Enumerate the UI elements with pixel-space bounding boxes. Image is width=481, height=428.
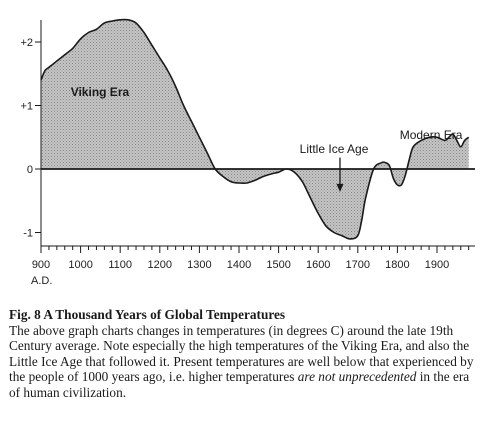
y-tick-label: -1 <box>23 228 33 240</box>
caption-title: Fig. 8 A Thousand Years of Global Temper… <box>9 307 286 322</box>
arrow-head <box>336 183 344 192</box>
little-ice-age-arrow <box>336 157 344 192</box>
modern-era-label: Modern Era <box>400 128 463 142</box>
caption-text-before: The above graph charts changes in temper… <box>9 322 474 385</box>
x-tick-label: 1100 <box>108 259 132 271</box>
caption-emphasis: are not unprecedented <box>297 369 417 385</box>
y-tick-label: +2 <box>20 37 33 49</box>
chart-svg: +2 +1 0 -1 900 1000 1100 1200 1300 1400 1500 1600 1… <box>20 18 475 287</box>
temperature-chart: +2 +1 0 -1 900 1000 1100 1200 1300 1400 1500 1600 1… <box>20 18 475 287</box>
temperature-area <box>41 19 469 239</box>
x-axis-unit-label: A.D. <box>31 275 52 287</box>
x-tick-label: 1300 <box>187 259 211 271</box>
y-axis-ticks: +2 +1 0 -1 <box>20 37 41 240</box>
x-tick-label: 1000 <box>68 259 92 271</box>
temperature-curve <box>40 18 470 240</box>
x-tick-label: 900 <box>32 259 50 271</box>
little-ice-age-label: Little Ice Age <box>300 142 369 156</box>
x-tick-label: 1200 <box>148 259 172 271</box>
x-tick-label: 1500 <box>266 259 290 271</box>
x-tick-label: 1400 <box>227 259 251 271</box>
x-tick-label: 1600 <box>306 259 330 271</box>
caption-text-after: in the era of human civilization. <box>9 369 470 400</box>
figure-caption: Fig. 8 A Thousand Years of Global Temper… <box>9 307 475 401</box>
viking-era-label: Viking Era <box>71 85 130 99</box>
x-axis-ticks: 900 1000 1100 1200 1300 1400 1500 1600 1700 1800 1… <box>32 246 470 271</box>
x-tick-label: 1800 <box>385 259 409 271</box>
y-tick-label: 0 <box>27 164 33 176</box>
y-tick-label: +1 <box>20 101 33 113</box>
x-tick-label: 1900 <box>425 259 449 271</box>
x-tick-label: 1700 <box>346 259 370 271</box>
caption-body: The above graph charts changes in temper… <box>9 323 473 400</box>
